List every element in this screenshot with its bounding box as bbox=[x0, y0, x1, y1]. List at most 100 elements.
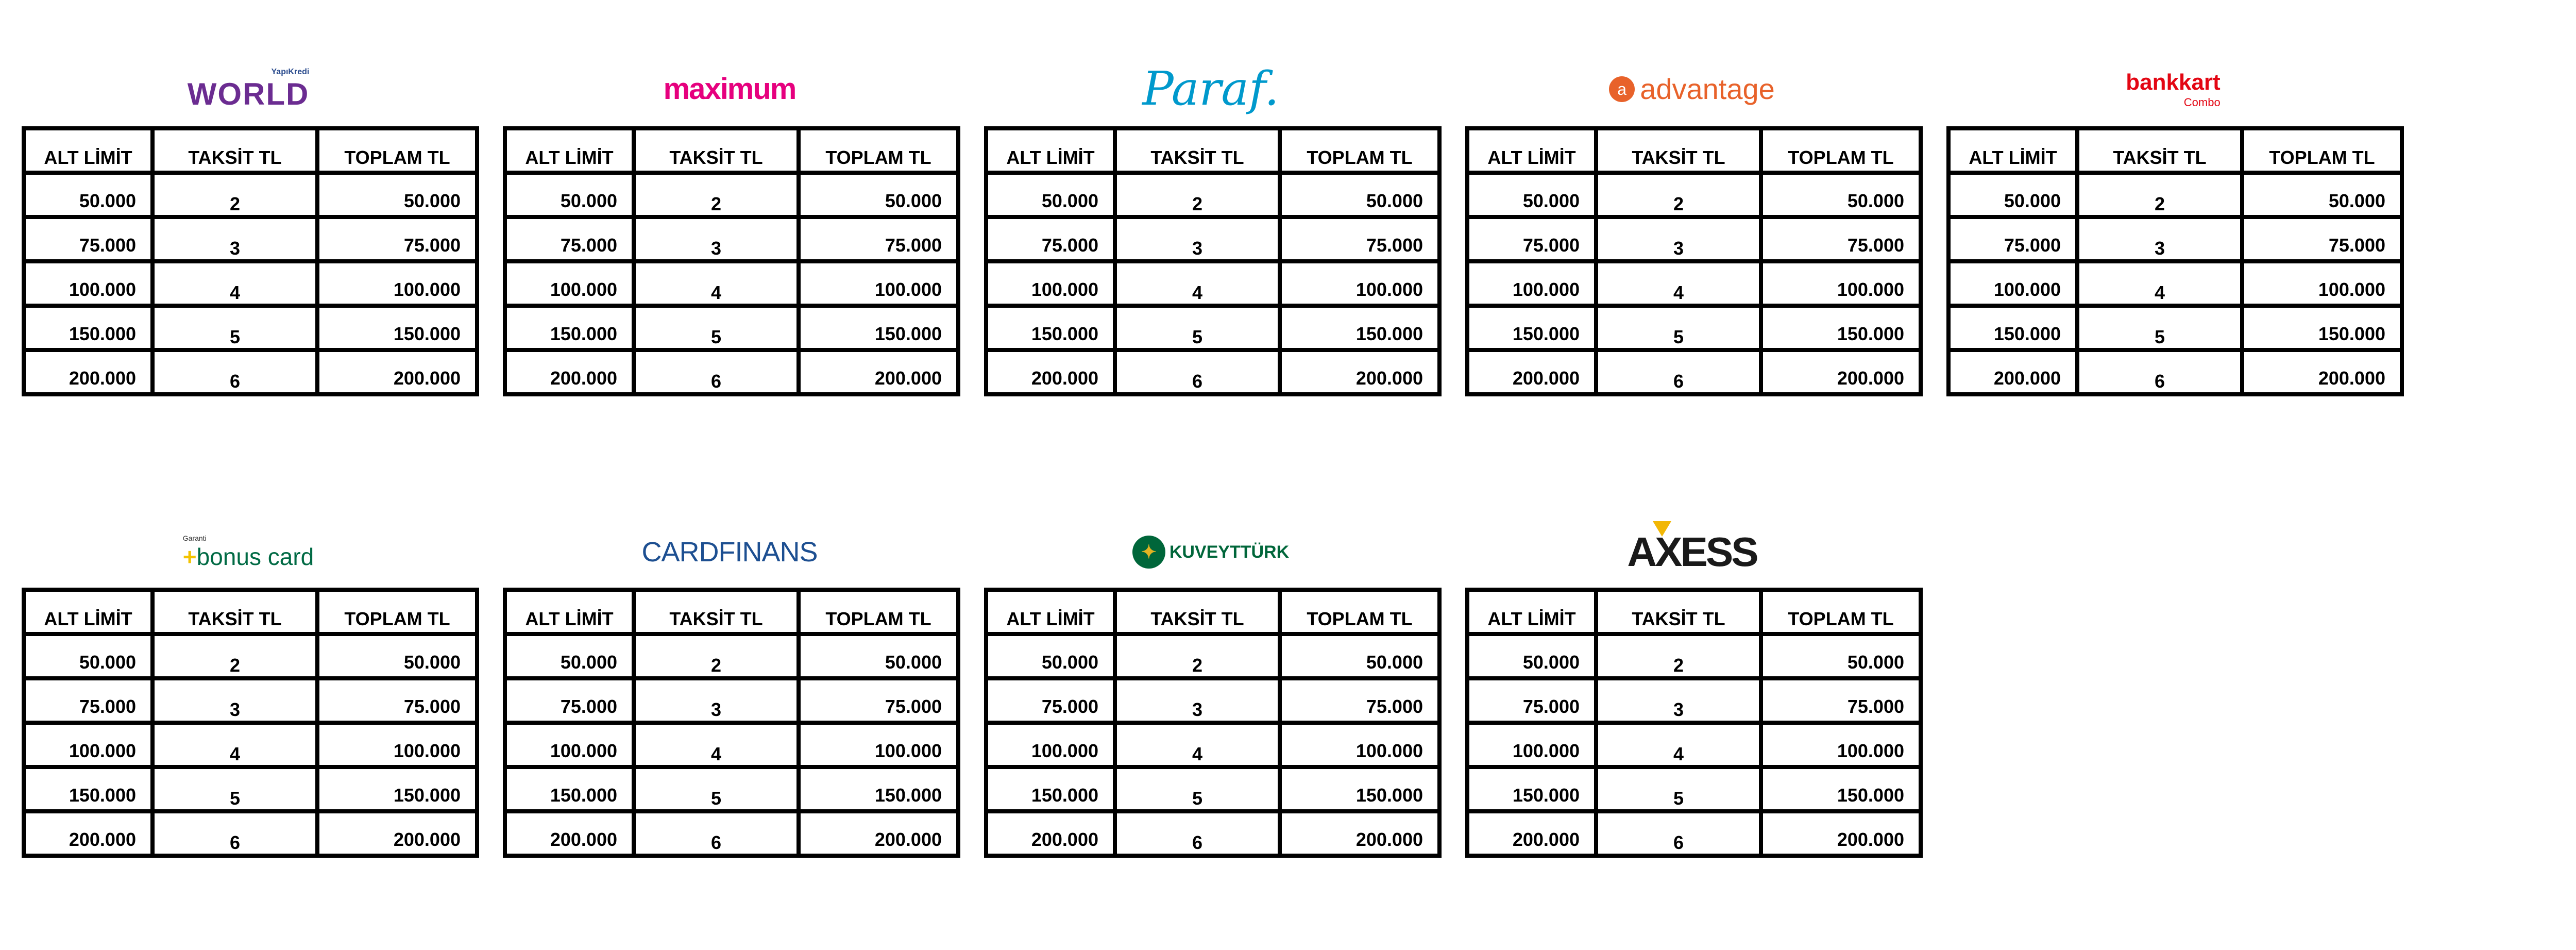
taksit-cell: 5 bbox=[1113, 304, 1282, 352]
table-row: 100.000 4 100.000 bbox=[1465, 259, 1923, 308]
column-header: ALT LİMİT bbox=[1946, 126, 2079, 175]
column-header: TOPLAM TL bbox=[315, 588, 479, 636]
toplam-cell: 100.000 bbox=[1759, 259, 1923, 308]
alt-limit-cell: 100.000 bbox=[1465, 721, 1598, 769]
toplam-cell: 150.000 bbox=[315, 765, 479, 813]
taksit-cell: 6 bbox=[1113, 348, 1282, 396]
toplam-cell: 50.000 bbox=[1278, 171, 1442, 219]
alt-limit-cell: 200.000 bbox=[22, 809, 155, 858]
installment-table: ALT LİMİT TAKSİT TL TOPLAM TL 50.000 2 50.000… bbox=[1465, 588, 1923, 858]
table-row: 200.000 6 200.000 bbox=[1465, 348, 1923, 396]
alt-limit-cell: 150.000 bbox=[984, 304, 1117, 352]
toplam-cell: 100.000 bbox=[315, 721, 479, 769]
column-header: TOPLAM TL bbox=[796, 588, 960, 636]
taksit-cell: 4 bbox=[150, 259, 319, 308]
bankkart-label: bankkart bbox=[2126, 70, 2221, 95]
toplam-cell: 200.000 bbox=[796, 348, 960, 396]
toplam-cell: 50.000 bbox=[315, 171, 479, 219]
bankkart-logo: bankkart Combo bbox=[2126, 69, 2220, 109]
table-row: 100.000 4 100.000 bbox=[22, 721, 479, 769]
toplam-cell: 100.000 bbox=[1278, 721, 1442, 769]
bonus-label: bonus card bbox=[196, 543, 314, 570]
alt-limit-cell: 100.000 bbox=[1465, 259, 1598, 308]
alt-limit-cell: 50.000 bbox=[1465, 632, 1598, 680]
taksit-cell: 4 bbox=[1594, 259, 1763, 308]
column-header: ALT LİMİT bbox=[984, 126, 1117, 175]
toplam-cell: 50.000 bbox=[315, 632, 479, 680]
toplam-cell: 150.000 bbox=[1759, 304, 1923, 352]
table-row: 100.000 4 100.000 bbox=[984, 259, 1442, 308]
taksit-cell: 2 bbox=[1113, 632, 1282, 680]
installment-table: ALT LİMİT TAKSİT TL TOPLAM TL 50.000 2 50.000… bbox=[22, 588, 479, 858]
card-logo: ✦ KUVEYTTÜRK bbox=[984, 519, 1437, 586]
taksit-cell: 3 bbox=[1594, 215, 1763, 263]
taksit-cell: 5 bbox=[150, 304, 319, 352]
table-row: 75.000 3 75.000 bbox=[503, 215, 960, 263]
table-row: 150.000 5 150.000 bbox=[984, 765, 1442, 813]
taksit-cell: 6 bbox=[1113, 809, 1282, 858]
table-header-row: ALT LİMİT TAKSİT TL TOPLAM TL bbox=[22, 588, 479, 636]
column-header: TOPLAM TL bbox=[315, 126, 479, 175]
alt-limit-cell: 200.000 bbox=[1465, 809, 1598, 858]
toplam-cell: 50.000 bbox=[796, 171, 960, 219]
table-row: 100.000 4 100.000 bbox=[503, 259, 960, 308]
taksit-cell: 6 bbox=[1594, 809, 1763, 858]
toplam-cell: 100.000 bbox=[796, 721, 960, 769]
column-header: TAKSİT TL bbox=[150, 588, 319, 636]
taksit-cell: 2 bbox=[2075, 171, 2244, 219]
toplam-cell: 150.000 bbox=[796, 304, 960, 352]
alt-limit-cell: 75.000 bbox=[503, 676, 636, 725]
table-row: 100.000 4 100.000 bbox=[22, 259, 479, 308]
toplam-cell: 200.000 bbox=[1759, 809, 1923, 858]
table-row: 100.000 4 100.000 bbox=[984, 721, 1442, 769]
alt-limit-cell: 75.000 bbox=[1946, 215, 2079, 263]
table-row: 150.000 5 150.000 bbox=[503, 765, 960, 813]
taksit-cell: 2 bbox=[632, 632, 801, 680]
column-header: TAKSİT TL bbox=[150, 126, 319, 175]
table-row: 50.000 2 50.000 bbox=[1946, 171, 2404, 219]
toplam-cell: 100.000 bbox=[2240, 259, 2404, 308]
column-header: TOPLAM TL bbox=[796, 126, 960, 175]
table-row: 150.000 5 150.000 bbox=[22, 765, 479, 813]
cardfinans-logo: CARDFINANS bbox=[641, 537, 818, 568]
toplam-cell: 200.000 bbox=[315, 809, 479, 858]
installment-table: ALT LİMİT TAKSİT TL TOPLAM TL 50.000 2 50.000… bbox=[503, 588, 960, 858]
table-row: 200.000 6 200.000 bbox=[22, 348, 479, 396]
table-row: 100.000 4 100.000 bbox=[1465, 721, 1923, 769]
toplam-cell: 150.000 bbox=[796, 765, 960, 813]
taksit-cell: 5 bbox=[1594, 304, 1763, 352]
table-row: 150.000 5 150.000 bbox=[1946, 304, 2404, 352]
palm-icon: ✦ bbox=[1132, 536, 1165, 569]
table-row: 150.000 5 150.000 bbox=[22, 304, 479, 352]
world-label: WORLD bbox=[187, 77, 310, 111]
installment-table: ALT LİMİT TAKSİT TL TOPLAM TL 50.000 2 50.000… bbox=[1465, 126, 1923, 396]
table-row: 200.000 6 200.000 bbox=[503, 348, 960, 396]
installment-table: ALT LİMİT TAKSİT TL TOPLAM TL 50.000 2 50.000… bbox=[22, 126, 479, 396]
toplam-cell: 150.000 bbox=[1278, 304, 1442, 352]
alt-limit-cell: 150.000 bbox=[503, 304, 636, 352]
table-row: 100.000 4 100.000 bbox=[503, 721, 960, 769]
alt-limit-cell: 100.000 bbox=[22, 259, 155, 308]
table-row: 200.000 6 200.000 bbox=[22, 809, 479, 858]
taksit-cell: 5 bbox=[632, 765, 801, 813]
axess-logo: AXESS bbox=[1627, 521, 1759, 577]
alt-limit-cell: 100.000 bbox=[22, 721, 155, 769]
table-header-row: ALT LİMİT TAKSİT TL TOPLAM TL bbox=[1946, 126, 2404, 175]
alt-limit-cell: 50.000 bbox=[1946, 171, 2079, 219]
taksit-cell: 2 bbox=[150, 171, 319, 219]
taksit-cell: 6 bbox=[150, 809, 319, 858]
table-row: 75.000 3 75.000 bbox=[22, 215, 479, 263]
alt-limit-cell: 50.000 bbox=[1465, 171, 1598, 219]
table-row: 200.000 6 200.000 bbox=[1465, 809, 1923, 858]
column-header: ALT LİMİT bbox=[1465, 588, 1598, 636]
installment-table: ALT LİMİT TAKSİT TL TOPLAM TL 50.000 2 50.000… bbox=[984, 588, 1442, 858]
taksit-cell: 3 bbox=[150, 676, 319, 725]
column-header: TAKSİT TL bbox=[1113, 126, 1282, 175]
toplam-cell: 75.000 bbox=[2240, 215, 2404, 263]
table-row: 50.000 2 50.000 bbox=[1465, 171, 1923, 219]
card-logo: Paraf. bbox=[984, 56, 1437, 123]
axess-triangle-icon bbox=[1653, 521, 1672, 537]
table-row: 50.000 2 50.000 bbox=[984, 171, 1442, 219]
toplam-cell: 200.000 bbox=[1278, 348, 1442, 396]
column-header: TOPLAM TL bbox=[1759, 126, 1923, 175]
